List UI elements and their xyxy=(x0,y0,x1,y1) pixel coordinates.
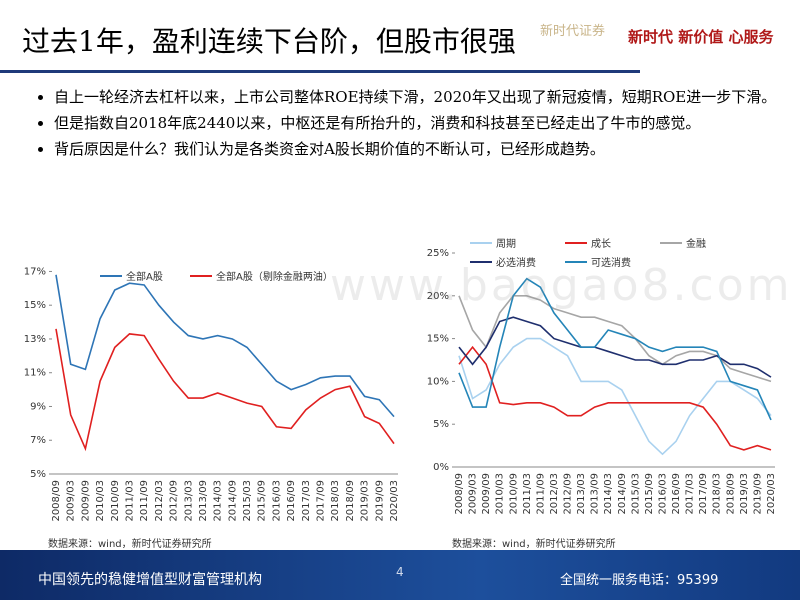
x-tick-label: 2013/09 xyxy=(590,473,601,515)
x-tick-label: 2015/09 xyxy=(644,473,655,515)
x-tick-label: 2018/09 xyxy=(345,480,356,522)
footer-slogan: 中国领先的稳健增值型财富管理机构 xyxy=(38,572,262,588)
source: 数据来源：wind，新时代证券研究所 xyxy=(48,539,212,550)
x-tick-label: 2018/03 xyxy=(712,473,723,515)
x-tick-label: 2012/03 xyxy=(154,480,165,522)
x-tick-label: 2016/03 xyxy=(657,473,668,515)
series-line xyxy=(458,337,772,456)
y-tick-label: 5% xyxy=(30,469,46,480)
x-tick-label: 2016/09 xyxy=(286,480,297,522)
bullet: 自上一轮经济去杠杆以来，上市公司整体ROE持续下滑，2020年又出现了新冠疫情，… xyxy=(54,86,800,108)
x-tick-label: 2013/09 xyxy=(198,480,209,522)
x-tick-label: 2014/03 xyxy=(213,480,224,522)
y-tick-label: 7% xyxy=(30,435,46,446)
x-tick-label: 2008/09 xyxy=(454,473,465,515)
legend-label: 必选消费 xyxy=(496,256,536,269)
source: 数据来源：wind，新时代证券研究所 xyxy=(452,539,616,550)
x-tick-label: 2009/03 xyxy=(66,480,77,522)
y-tick-label: 15% xyxy=(427,334,449,345)
x-tick-label: 2015/03 xyxy=(630,473,641,515)
x-tick-label: 2012/09 xyxy=(169,480,180,522)
x-tick-label: 2013/03 xyxy=(576,473,587,515)
y-tick-label: 25% xyxy=(427,248,449,259)
bullet: 但是指数自2018年底2440以来，中枢还是有所抬升的，消费和科技甚至已经走出了… xyxy=(54,112,800,134)
x-tick-label: 2019/09 xyxy=(374,480,385,522)
x-tick-label: 2019/09 xyxy=(752,473,763,515)
legend-label: 成长 xyxy=(591,238,611,250)
x-tick-label: 2011/03 xyxy=(522,473,533,515)
x-tick-label: 2011/03 xyxy=(124,480,135,522)
y-tick-label: 0% xyxy=(433,462,449,473)
hotline: 全国统一服务电话：95399 xyxy=(560,573,719,588)
x-tick-label: 2017/09 xyxy=(316,480,327,522)
x-tick-label: 2018/09 xyxy=(725,473,736,515)
y-tick-label: 15% xyxy=(24,300,46,311)
watermark: www.baogao8.com xyxy=(330,260,793,311)
x-tick-label: 2017/03 xyxy=(685,473,696,515)
x-tick-label: 2011/09 xyxy=(535,473,546,515)
x-tick-label: 2016/09 xyxy=(671,473,682,515)
x-tick-label: 2009/09 xyxy=(481,473,492,515)
y-tick-label: 9% xyxy=(30,401,46,412)
x-tick-label: 2018/03 xyxy=(330,480,341,522)
y-tick-label: 13% xyxy=(24,334,46,345)
x-tick-label: 2017/03 xyxy=(301,480,312,522)
page-number: 4 xyxy=(396,565,404,579)
x-tick-label: 2012/09 xyxy=(563,473,574,515)
y-tick-label: 10% xyxy=(427,376,449,387)
bullet: 背后原因是什么？我们认为是各类资金对A股长期价值的不断认可，已经形成趋势。 xyxy=(54,138,800,160)
x-tick-label: 2019/03 xyxy=(739,473,750,515)
x-tick-label: 2013/03 xyxy=(183,480,194,522)
legend-label: 金融 xyxy=(686,237,706,250)
brand: 新时代证券 xyxy=(540,24,606,39)
legend-label: 全部A股（剔除金融两油） xyxy=(216,270,333,283)
x-tick-label: 2014/09 xyxy=(617,473,628,515)
series-line xyxy=(55,274,395,418)
x-tick-label: 2010/09 xyxy=(508,473,519,515)
series-line xyxy=(55,328,395,452)
x-tick-label: 2009/09 xyxy=(80,480,91,522)
x-tick-label: 2009/03 xyxy=(468,473,479,515)
slide-title: 过去1年，盈利连续下台阶，但股市很强 xyxy=(22,25,516,58)
legend-label: 可选消费 xyxy=(591,256,631,269)
x-tick-label: 2015/03 xyxy=(242,480,253,522)
x-tick-label: 2011/09 xyxy=(139,480,150,522)
bullet-list: 自上一轮经济去杠杆以来，上市公司整体ROE持续下滑，2020年又出现了新冠疫情，… xyxy=(30,86,800,164)
footer-bar xyxy=(0,550,800,600)
series-line xyxy=(458,277,772,421)
y-tick-label: 11% xyxy=(24,368,46,379)
x-tick-label: 2010/03 xyxy=(495,473,506,515)
title-rule xyxy=(0,70,640,73)
x-tick-label: 2017/09 xyxy=(698,473,709,515)
y-tick-label: 17% xyxy=(24,266,46,277)
x-tick-label: 2020/03 xyxy=(766,473,777,515)
x-tick-label: 2012/03 xyxy=(549,473,560,515)
x-tick-label: 2014/09 xyxy=(227,480,238,522)
x-tick-label: 2014/03 xyxy=(603,473,614,515)
x-tick-label: 2016/03 xyxy=(271,480,282,522)
x-tick-label: 2010/03 xyxy=(95,480,106,522)
x-tick-label: 2019/03 xyxy=(360,480,371,522)
legend-label: 周期 xyxy=(496,238,516,250)
series-line xyxy=(458,345,772,451)
x-tick-label: 2020/03 xyxy=(389,480,400,522)
y-tick-label: 5% xyxy=(433,419,449,430)
x-tick-label: 2008/09 xyxy=(51,480,62,522)
y-tick-label: 20% xyxy=(427,291,449,302)
legend-label: 全部A股 xyxy=(126,270,163,283)
x-tick-label: 2010/09 xyxy=(110,480,121,522)
charts: 5%7%9%11%13%15%17%2008/09 2009/03 2009/09 2… xyxy=(24,237,777,522)
logo-text: 新时代 新价值 心服务 xyxy=(628,28,774,46)
x-tick-label: 2015/09 xyxy=(257,480,268,522)
